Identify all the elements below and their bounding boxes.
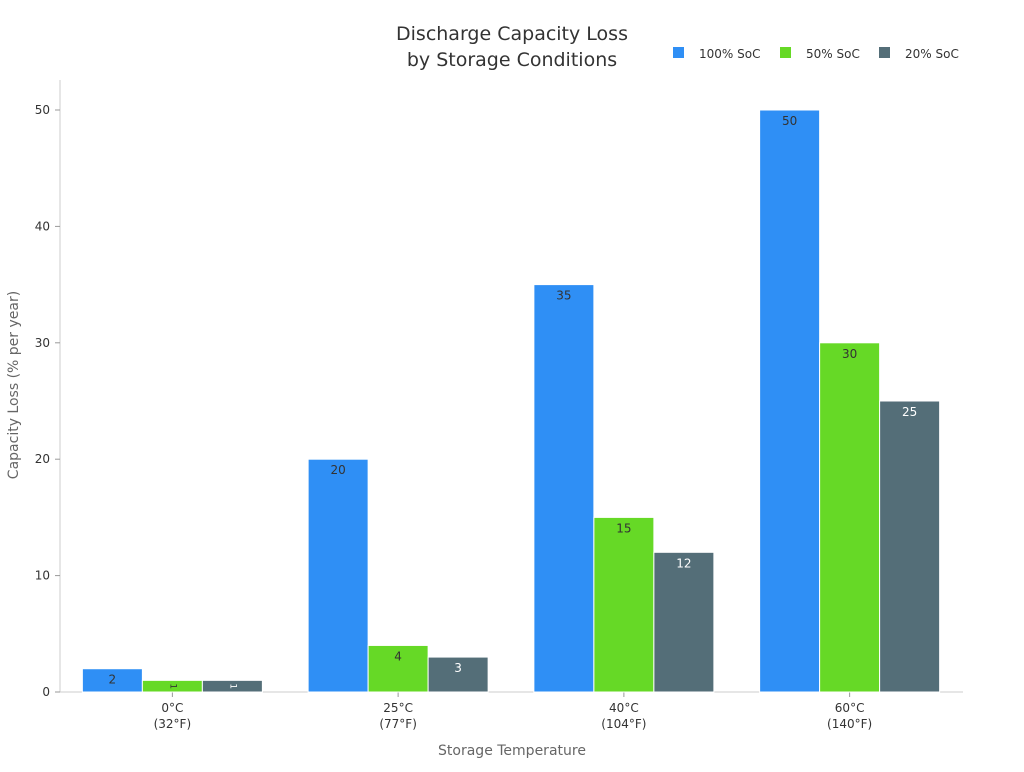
x-tick-label-sub: (32°F)	[154, 717, 192, 731]
x-tick-label: 0°C	[161, 701, 183, 715]
data-label: 4	[394, 649, 402, 663]
y-tick-label: 20	[35, 452, 50, 466]
data-label: 1	[167, 683, 177, 689]
data-label: 35	[556, 289, 571, 303]
x-tick-label: 60°C	[835, 701, 865, 715]
bar	[593, 516, 655, 693]
x-axis-label: Storage Temperature	[438, 743, 586, 759]
legend-swatch	[780, 47, 791, 58]
y-axis-label: Capacity Loss (% per year)	[6, 291, 22, 479]
bar	[201, 679, 263, 693]
bar	[759, 109, 821, 693]
data-label: 50	[782, 114, 797, 128]
y-tick-label: 30	[35, 336, 50, 350]
bar	[307, 458, 369, 693]
y-tick-label: 50	[35, 103, 50, 117]
data-label: 1	[227, 683, 237, 689]
data-label: 2	[109, 673, 117, 687]
data-label: 25	[902, 405, 917, 419]
chart-title-line-1: Discharge Capacity Loss	[396, 23, 628, 45]
x-tick-label: 25°C	[383, 701, 413, 715]
x-tick-label: 40°C	[609, 701, 639, 715]
bar	[653, 551, 715, 693]
bar	[533, 284, 595, 693]
bar	[427, 656, 489, 693]
x-tick-label-sub: (140°F)	[827, 717, 872, 731]
data-label: 15	[616, 521, 631, 535]
data-label: 20	[330, 463, 345, 477]
legend-label: 50% SoC	[806, 47, 860, 61]
y-tick-label: 40	[35, 219, 50, 233]
legend: 100% SoC 50% SoC 20% SoC	[673, 47, 959, 61]
legend-label: 20% SoC	[905, 47, 959, 61]
x-tick-label-sub: (104°F)	[601, 717, 646, 731]
data-label: 3	[454, 661, 462, 675]
y-tick-label: 0	[42, 685, 50, 699]
data-label: 12	[676, 556, 691, 570]
legend-swatch	[673, 47, 684, 58]
chart-title-line-2: by Storage Conditions	[407, 49, 617, 71]
data-label: 30	[842, 347, 857, 361]
y-tick-label: 10	[35, 569, 50, 583]
bar	[879, 400, 941, 693]
legend-label: 100% SoC	[699, 47, 760, 61]
bar	[819, 342, 881, 693]
legend-swatch	[879, 47, 890, 58]
x-tick-label-sub: (77°F)	[379, 717, 417, 731]
